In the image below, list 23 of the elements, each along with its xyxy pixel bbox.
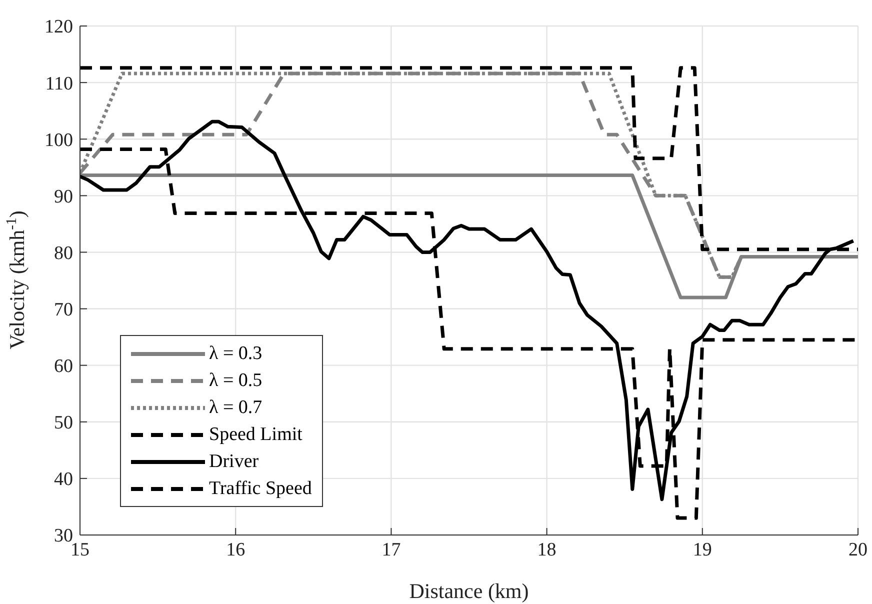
x-tick-label: 15 bbox=[70, 539, 90, 560]
x-axis-title: Distance (km) bbox=[409, 579, 529, 603]
y-tick-label: 50 bbox=[54, 412, 73, 434]
legend-label: Driver bbox=[209, 450, 259, 472]
legend-label: λ = 0.7 bbox=[209, 396, 262, 418]
x-tick-label: 17 bbox=[382, 539, 401, 560]
y-tick-label: 70 bbox=[54, 300, 73, 321]
y-tick-label: 110 bbox=[45, 73, 73, 94]
x-tick-label: 18 bbox=[537, 539, 556, 560]
x-tick-label: 16 bbox=[226, 539, 246, 560]
y-tick-label: 120 bbox=[44, 16, 73, 38]
legend-label: Traffic Speed bbox=[209, 478, 312, 500]
x-tick-label: 19 bbox=[692, 539, 712, 560]
y-tick-label: 30 bbox=[54, 526, 73, 547]
y-tick-label: 90 bbox=[54, 186, 73, 208]
y-tick-label: 100 bbox=[44, 130, 73, 151]
legend-label: λ = 0.5 bbox=[209, 370, 262, 392]
y-tick-label: 60 bbox=[54, 356, 73, 378]
y-tick-label: 40 bbox=[54, 469, 73, 490]
legend-label: λ = 0.3 bbox=[209, 342, 262, 364]
legend-label: Speed Limit bbox=[209, 424, 302, 446]
x-tick-label: 20 bbox=[848, 539, 868, 560]
y-tick-label: 80 bbox=[54, 242, 73, 264]
